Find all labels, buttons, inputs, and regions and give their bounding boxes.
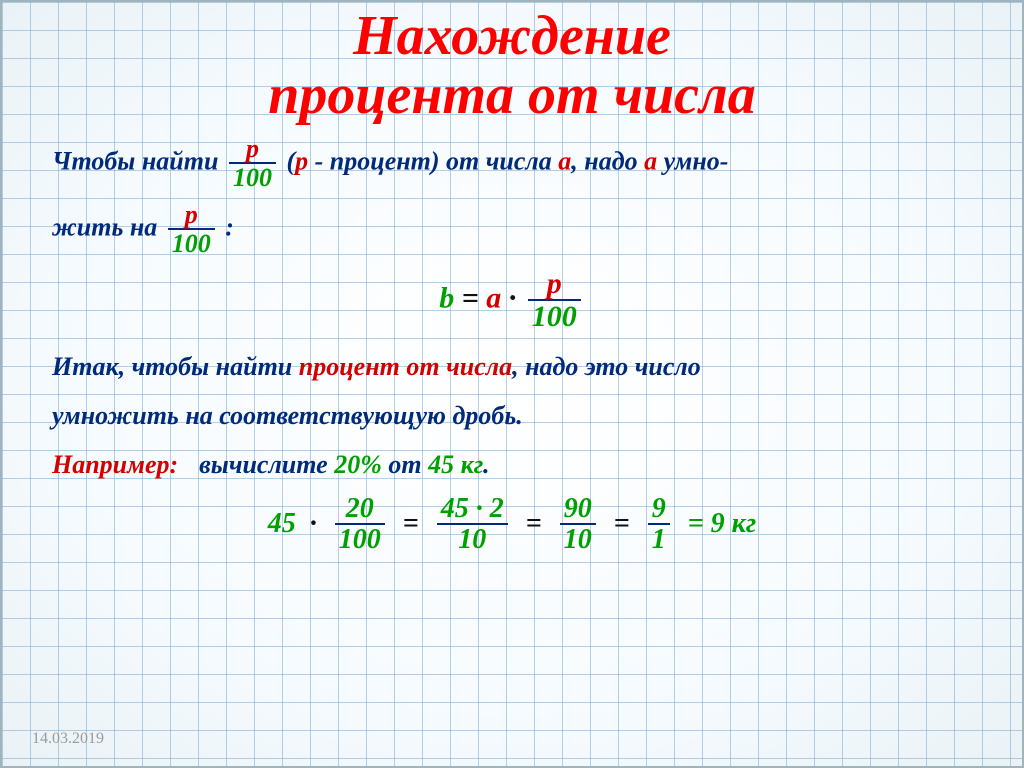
equals: = bbox=[614, 503, 630, 545]
result: = 9 кг bbox=[688, 503, 756, 545]
denominator: 1 bbox=[648, 525, 670, 554]
text: Чтобы найти bbox=[52, 146, 225, 175]
numerator: p bbox=[229, 135, 276, 164]
dot: · bbox=[501, 281, 524, 314]
rule-line-2: умножить на соответствующую дробь. bbox=[52, 396, 972, 435]
text: - процент) от числа bbox=[308, 146, 558, 175]
equals: = bbox=[403, 503, 419, 545]
title-line-1: Нахождение bbox=[353, 5, 671, 67]
equals: = bbox=[454, 281, 486, 314]
text: , надо bbox=[571, 146, 644, 175]
number: 45 bbox=[268, 503, 296, 545]
example-label-line: Например: вычислите 20% от 45 кг. bbox=[52, 445, 972, 484]
text: от bbox=[382, 450, 428, 479]
title-line-2: процента от числа bbox=[268, 64, 755, 126]
example-calculation: 45 · 20 100 = 45 · 2 10 = 90 10 = 9 1 = … bbox=[52, 494, 972, 555]
text: вычислите bbox=[199, 450, 334, 479]
denominator: 100 bbox=[335, 525, 385, 554]
var-a: а bbox=[558, 146, 571, 175]
denominator: 100 bbox=[528, 301, 581, 333]
numerator: p bbox=[528, 268, 581, 302]
mass-value: 45 кг bbox=[428, 450, 483, 479]
numerator: 20 bbox=[335, 494, 385, 525]
fraction-p-over-100: p 100 bbox=[229, 135, 276, 192]
intro-line-1: Чтобы найти p 100 (p - процент) от числа… bbox=[52, 135, 972, 192]
text: Итак, чтобы найти bbox=[52, 352, 299, 381]
denominator: 10 bbox=[560, 525, 596, 554]
intro-line-2: жить на p 100 : bbox=[52, 201, 972, 258]
denominator: 10 bbox=[437, 525, 508, 554]
text: , надо это число bbox=[512, 352, 701, 381]
slide-page: Нахождение процента от числа Чтобы найти… bbox=[0, 0, 1024, 768]
slide-date: 14.03.2019 bbox=[32, 730, 104, 748]
text: жить на bbox=[52, 212, 164, 241]
slide-body: Чтобы найти p 100 (p - процент) от числа… bbox=[52, 135, 972, 555]
text: : bbox=[225, 212, 234, 241]
equals: = bbox=[526, 503, 542, 545]
main-formula: b = а · p 100 bbox=[52, 268, 972, 333]
text: ( bbox=[286, 146, 295, 175]
var-p: p bbox=[295, 146, 308, 175]
percent-value: 20% bbox=[334, 450, 382, 479]
fraction: 45 · 2 10 bbox=[437, 494, 508, 555]
fraction-p-over-100: p 100 bbox=[528, 268, 581, 333]
var-b: b bbox=[439, 281, 454, 314]
denominator: 100 bbox=[168, 230, 215, 257]
fraction: 9 1 bbox=[648, 494, 670, 555]
highlight: процент от числа bbox=[299, 352, 512, 381]
fraction-p-over-100: p 100 bbox=[168, 201, 215, 258]
numerator: 90 bbox=[560, 494, 596, 525]
example-label: Например: bbox=[52, 450, 185, 479]
fraction: 20 100 bbox=[335, 494, 385, 555]
dot: · bbox=[310, 503, 317, 545]
slide-title: Нахождение процента от числа bbox=[52, 7, 972, 125]
denominator: 100 bbox=[229, 164, 276, 191]
numerator: 9 bbox=[648, 494, 670, 525]
text: умно- bbox=[657, 146, 728, 175]
rule-line-1: Итак, чтобы найти процент от числа, надо… bbox=[52, 347, 972, 386]
var-a: а bbox=[486, 281, 501, 314]
fraction: 90 10 bbox=[560, 494, 596, 555]
numerator: p bbox=[168, 201, 215, 230]
text: . bbox=[483, 450, 490, 479]
var-a: а bbox=[644, 146, 657, 175]
numerator: 45 · 2 bbox=[437, 494, 508, 525]
